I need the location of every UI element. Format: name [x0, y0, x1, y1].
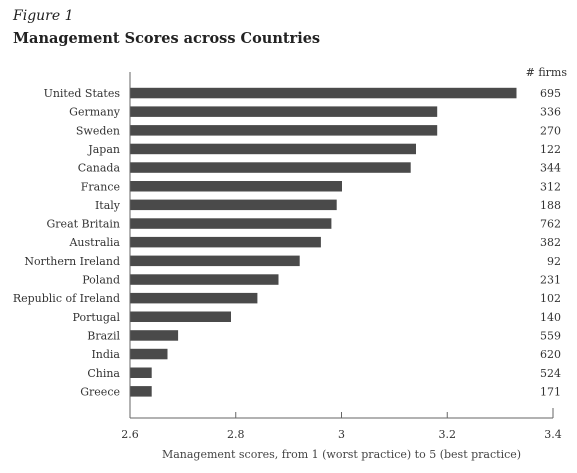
firm-count-label: 270	[540, 124, 561, 137]
category-label: Poland	[82, 274, 120, 287]
bar	[130, 367, 152, 378]
x-tick-label: 3	[338, 428, 345, 441]
firm-count-label: 382	[540, 236, 561, 249]
category-label: United States	[44, 87, 121, 100]
firm-count-label: 695	[540, 87, 561, 100]
bar	[130, 274, 279, 285]
bar	[130, 162, 411, 173]
category-label: Sweden	[76, 124, 120, 137]
category-label: India	[91, 348, 120, 361]
bar	[130, 218, 332, 229]
bar	[130, 181, 342, 192]
firm-count-label: 188	[540, 199, 561, 212]
bar	[130, 255, 300, 267]
category-label: Northern Ireland	[24, 255, 120, 268]
bar	[130, 143, 416, 155]
firm-count-label: 312	[540, 180, 561, 193]
figure-label: Figure 1	[13, 8, 74, 24]
bar	[130, 330, 179, 341]
category-label: China	[87, 367, 120, 380]
bar	[130, 236, 321, 248]
firm-count-label: 231	[540, 274, 561, 287]
firm-count-label: 344	[540, 162, 561, 175]
bar	[130, 292, 258, 304]
category-label: Republic of Ireland	[13, 292, 120, 305]
category-label: Portugal	[73, 311, 121, 324]
firm-count-label: 140	[540, 311, 561, 324]
firm-count-label: 620	[540, 348, 561, 361]
x-axis-label: Management scores, from 1 (worst practic…	[162, 448, 521, 461]
firm-count-label: 122	[540, 143, 561, 156]
category-label: Italy	[95, 199, 121, 212]
category-label: Australia	[68, 236, 120, 249]
category-label: Japan	[87, 143, 120, 156]
category-label: Greece	[80, 385, 120, 398]
category-label: Brazil	[87, 329, 120, 342]
x-tick-label: 3.2	[439, 428, 457, 441]
x-tick-label: 2.6	[121, 428, 139, 441]
bar	[130, 386, 152, 397]
firms-column-header: # firms	[526, 66, 568, 79]
bar	[130, 311, 231, 322]
firm-count-label: 762	[540, 218, 561, 231]
category-label: France	[81, 180, 120, 193]
x-tick-label: 3.4	[544, 428, 562, 441]
firm-count-label: 102	[540, 292, 561, 305]
bar	[130, 106, 438, 117]
category-label: Germany	[69, 106, 121, 119]
bar	[130, 348, 168, 360]
category-label: Canada	[78, 162, 121, 175]
bar	[130, 125, 438, 136]
firm-count-label: 559	[540, 329, 561, 342]
firm-count-label: 171	[540, 385, 561, 398]
bar	[130, 199, 337, 211]
firm-count-label: 92	[547, 255, 561, 268]
x-tick-label: 2.8	[227, 428, 245, 441]
category-label: Great Britain	[47, 218, 120, 231]
firm-count-label: 336	[540, 106, 561, 119]
figure-title: Management Scores across Countries	[13, 30, 321, 47]
firm-count-label: 524	[540, 367, 561, 380]
bar	[130, 87, 517, 99]
